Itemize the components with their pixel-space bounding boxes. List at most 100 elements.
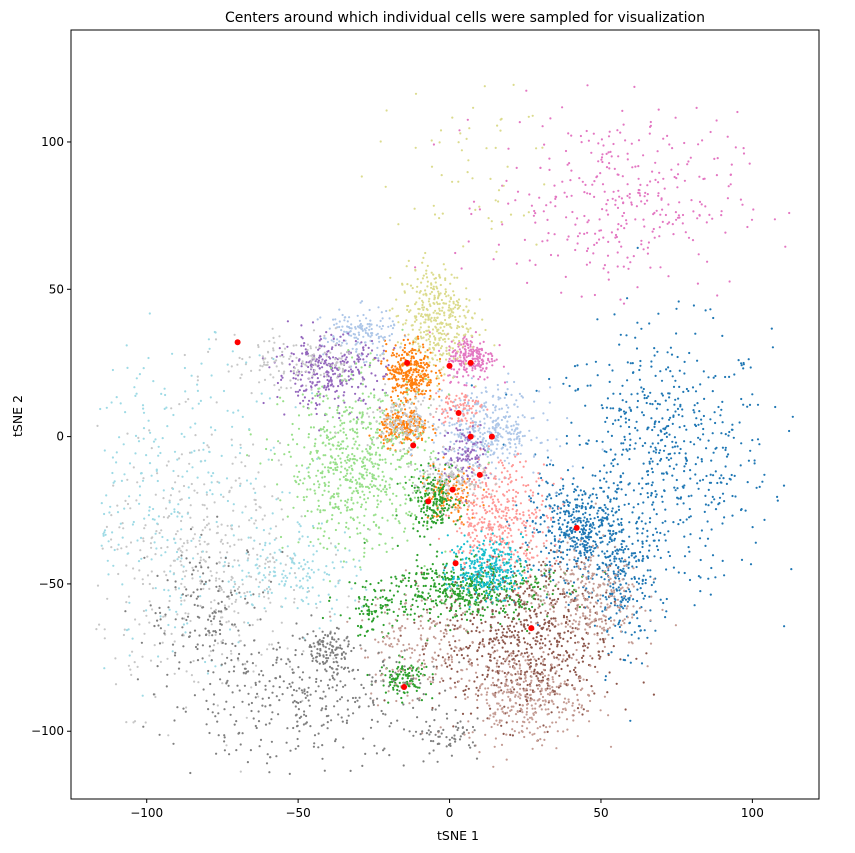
cell-point (400, 455, 403, 458)
cell-point (423, 321, 426, 324)
cell-point (381, 470, 384, 473)
cell-point (464, 345, 467, 348)
cell-point (322, 353, 325, 356)
cell-point (607, 278, 610, 281)
cell-point (705, 474, 708, 478)
cell-point (720, 432, 723, 435)
cell-point (654, 374, 657, 377)
cell-point (641, 411, 644, 414)
cell-point (679, 497, 682, 500)
cell-point (629, 661, 632, 664)
cell-point (519, 452, 522, 455)
cell-point (696, 456, 700, 459)
cell-point (514, 495, 518, 498)
cell-point (621, 175, 624, 178)
cell-point (617, 505, 620, 508)
cell-point (460, 392, 464, 395)
cell-point (571, 482, 574, 486)
cell-point (421, 432, 424, 435)
cell-point (707, 439, 710, 442)
cell-point (542, 463, 546, 466)
cell-point (653, 555, 656, 558)
cell-point (607, 522, 610, 525)
cell-point (494, 431, 497, 434)
cell-point (531, 511, 534, 515)
cell-point (345, 461, 348, 464)
cell-point (617, 487, 620, 490)
cell-point (575, 536, 579, 540)
cell-point (581, 530, 585, 534)
cell-point (305, 388, 308, 391)
cell-point (388, 339, 391, 342)
cell-point (400, 342, 403, 345)
cell-point (303, 396, 306, 399)
cell-point (639, 629, 643, 632)
cell-point (593, 180, 596, 183)
cell-point (459, 304, 462, 308)
cell-point (657, 539, 661, 542)
cell-point (696, 282, 700, 285)
cell-point (700, 422, 703, 425)
cell-point (359, 301, 362, 304)
cell-point (771, 346, 775, 349)
cell-point (474, 449, 478, 453)
cell-point (619, 408, 623, 411)
cell-point (392, 348, 395, 351)
cell-point (676, 487, 679, 490)
cell-point (478, 208, 481, 211)
cell-point (348, 536, 351, 539)
cell-point (336, 338, 339, 341)
cell-point (460, 364, 463, 367)
cell-point (609, 532, 612, 535)
cell-point (437, 537, 441, 540)
cell-point (408, 383, 412, 386)
cluster-purple-15 (432, 408, 492, 503)
cell-point (589, 517, 592, 521)
cell-point (712, 316, 715, 320)
cell-point (494, 146, 497, 149)
cell-point (682, 486, 685, 489)
cluster-blue-2 (584, 503, 668, 678)
cell-point (410, 387, 413, 390)
cell-point (478, 298, 481, 301)
cell-point (615, 589, 619, 592)
cell-point (532, 214, 536, 217)
cell-point (548, 494, 551, 497)
cell-point (344, 504, 347, 507)
cell-point (385, 365, 388, 368)
cell-point (508, 415, 512, 418)
cell-point (360, 465, 364, 468)
cell-point (330, 347, 333, 351)
cell-point (681, 415, 684, 418)
cell-point (782, 484, 786, 487)
cell-point (466, 411, 469, 414)
cell-point (359, 382, 363, 385)
cell-point (311, 321, 315, 324)
cell-point (630, 633, 633, 636)
cell-point (461, 433, 464, 436)
cell-point (508, 516, 511, 519)
cell-point (439, 292, 442, 295)
cell-point (465, 370, 468, 374)
cell-point (417, 312, 420, 315)
cell-point (623, 503, 626, 506)
cell-point (409, 398, 412, 401)
cell-point (551, 507, 554, 510)
cell-point (609, 559, 612, 562)
cell-point (293, 475, 296, 478)
cell-point (414, 303, 417, 306)
cell-point (406, 304, 409, 308)
cell-point (570, 529, 574, 533)
cell-point (456, 468, 459, 471)
cell-point (303, 477, 306, 480)
cell-point (601, 540, 604, 543)
cell-point (498, 408, 501, 411)
cell-point (659, 556, 662, 560)
cell-point (632, 506, 635, 509)
cell-point (483, 426, 486, 429)
cell-point (699, 438, 702, 441)
cell-point (482, 504, 485, 507)
cell-point (608, 363, 611, 366)
cell-point (605, 563, 608, 567)
cell-point (469, 524, 473, 528)
